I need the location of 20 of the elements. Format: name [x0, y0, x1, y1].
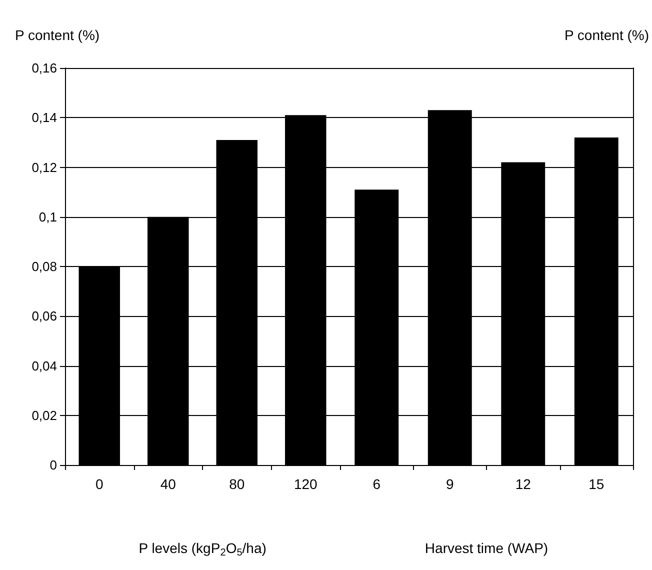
y-tick-label: 0,04: [32, 358, 57, 374]
x-tick-label: 9: [446, 476, 454, 492]
x-tick-label: 40: [160, 476, 176, 492]
x-tick-label: 15: [588, 476, 604, 492]
y-tick-label: 0,14: [32, 110, 57, 126]
x-axis-title: Harvest time (WAP): [424, 540, 548, 556]
y-tick-label: 0,1: [38, 209, 57, 224]
y-tick-label: 0,02: [32, 408, 57, 423]
y-tick-label: 0,16: [32, 60, 57, 76]
x-tick-label: 6: [372, 476, 381, 492]
y-tick-label: 0,08: [32, 259, 57, 274]
x-tick-label: 12: [515, 476, 532, 492]
x-tick-label: 80: [229, 476, 245, 492]
y-tick-label: 0,06: [32, 308, 57, 324]
y-axis-title: P content (%): [564, 27, 649, 43]
x-tick-label: 120: [294, 476, 318, 492]
x-tick-label: 0: [95, 476, 104, 492]
y-tick-label: 0,12: [32, 160, 57, 175]
y-axis-title: P content (%): [15, 27, 100, 43]
y-tick-label: 0: [50, 458, 57, 472]
